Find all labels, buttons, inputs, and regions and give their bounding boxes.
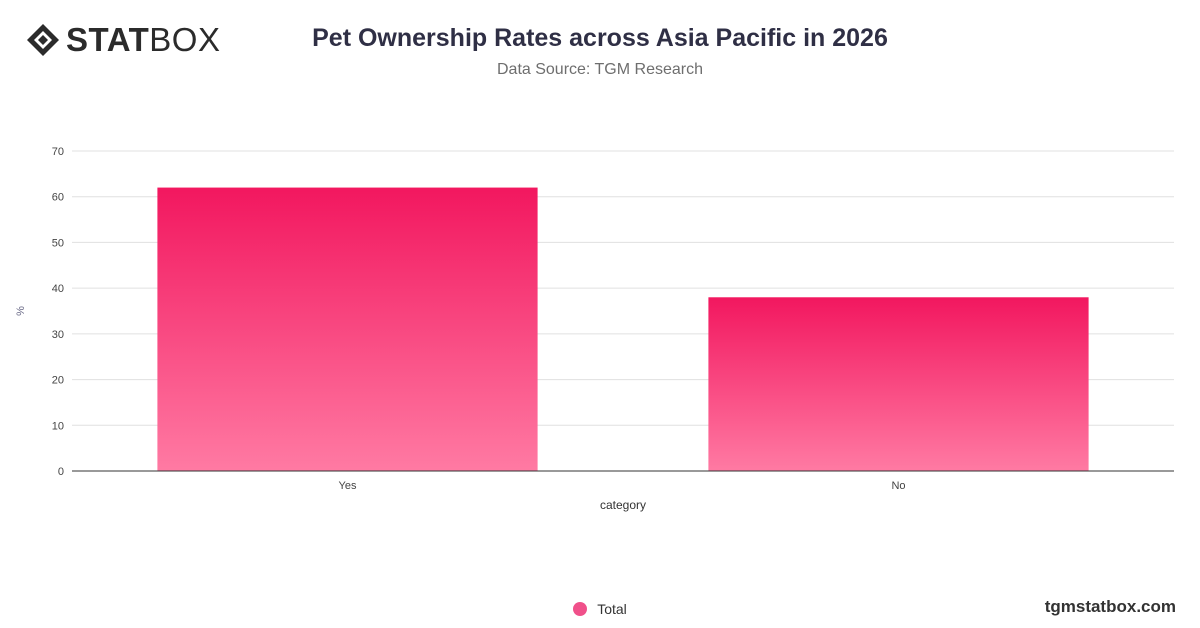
x-tick-label: Yes [339, 480, 357, 492]
chart-title: Pet Ownership Rates across Asia Pacific … [312, 24, 888, 52]
footer-site: tgmstatbox.com [1044, 597, 1176, 616]
y-tick-label: 50 [52, 237, 64, 249]
legend[interactable]: Total [0, 601, 1200, 617]
diamond-logo-icon [27, 24, 59, 56]
logo-text-bold: STAT [66, 21, 150, 58]
y-tick-label: 30 [52, 329, 64, 341]
y-tick-label: 0 [58, 466, 64, 478]
axes: 0 10 20 30 40 50 60 70 Yes No [52, 146, 1174, 492]
legend-label: Total [597, 601, 627, 617]
logo-text-light: BOX [149, 21, 221, 58]
y-tick-label: 70 [52, 146, 64, 158]
statbox-logo: STAT BOX [26, 22, 220, 58]
y-tick-label: 60 [52, 192, 64, 204]
bar-yes[interactable] [157, 187, 538, 472]
bars [157, 187, 1089, 472]
legend-swatch [573, 602, 588, 616]
x-tick-label: No [891, 480, 905, 492]
chart-subtitle: Data Source: TGM Research [496, 61, 703, 78]
bar-no[interactable] [708, 297, 1089, 471]
y-tick-label: 20 [52, 375, 64, 387]
y-tick-label: 10 [52, 420, 64, 432]
y-axis-label: % [15, 306, 27, 316]
x-axis-label: category [600, 498, 646, 512]
y-tick-label: 40 [52, 283, 64, 295]
